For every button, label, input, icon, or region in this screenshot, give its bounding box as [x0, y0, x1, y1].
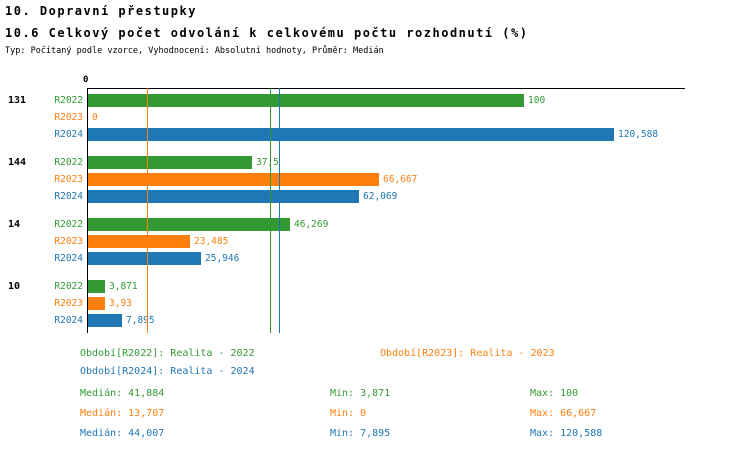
series-row-label-r2022: R2022: [54, 157, 83, 168]
series-row-label-r2024: R2024: [54, 253, 83, 264]
bar-value-label: 25,946: [205, 253, 240, 264]
bar-value-label: 7,895: [126, 315, 155, 326]
group-label: 144: [8, 157, 27, 168]
bar-r2024: [88, 252, 201, 265]
bar-value-label: 100: [528, 95, 546, 106]
series-row-label-r2023: R2023: [54, 236, 83, 247]
bar-r2024: [88, 314, 122, 327]
stat-max-r2023: Max: 66,667: [530, 408, 597, 419]
stat-max-r2024: Max: 120,588: [530, 428, 603, 439]
bar-r2022: [88, 156, 252, 169]
bar-value-label: 46,269: [294, 219, 329, 230]
legend-item-r2022: Období[R2022]: Realita - 2022: [80, 348, 255, 359]
bar-value-label: 0: [92, 112, 98, 123]
bar-value-label: 3,871: [109, 281, 138, 292]
median-line-r2024: [279, 88, 280, 333]
bar-r2023: [88, 297, 105, 310]
x-axis-zero-label: 0: [83, 75, 89, 85]
bar-value-label: 62,069: [363, 191, 398, 202]
series-row-label-r2022: R2022: [54, 95, 83, 106]
stat-median-r2024: Medián: 44,007: [80, 428, 165, 439]
bar-r2022: [88, 94, 524, 107]
y-axis-line: [87, 88, 88, 333]
stat-median-r2022: Medián: 41,884: [80, 388, 165, 399]
bar-r2023: [88, 173, 379, 186]
series-row-label-r2024: R2024: [54, 191, 83, 202]
bar-r2022: [88, 280, 105, 293]
series-row-label-r2023: R2023: [54, 174, 83, 185]
group-label: 14: [8, 219, 21, 230]
stat-min-r2022: Min: 3,871: [330, 388, 391, 399]
x-axis-line: [87, 88, 685, 89]
group-label: 10: [8, 281, 21, 292]
series-row-label-r2024: R2024: [54, 315, 83, 326]
stat-median-r2023: Medián: 13,707: [80, 408, 165, 419]
page-title: 10. Dopravní přestupky: [5, 4, 197, 18]
median-line-r2022: [270, 88, 271, 333]
stat-min-r2024: Min: 7,895: [330, 428, 391, 439]
bar-r2023: [88, 235, 190, 248]
bar-r2022: [88, 218, 290, 231]
series-row-label-r2024: R2024: [54, 129, 83, 140]
bar-value-label: 37,5: [256, 157, 279, 168]
bar-value-label: 23,485: [194, 236, 229, 247]
bar-r2024: [88, 190, 359, 203]
bar-r2024: [88, 128, 614, 141]
series-row-label-r2022: R2022: [54, 219, 83, 230]
stat-min-r2023: Min: 0: [330, 408, 367, 419]
bar-value-label: 120,588: [618, 129, 659, 140]
bar-value-label: 66,667: [383, 174, 418, 185]
chart-subtitle: 10.6 Celkový počet odvolání k celkovému …: [5, 26, 529, 40]
stat-max-r2022: Max: 100: [530, 388, 579, 399]
series-row-label-r2022: R2022: [54, 281, 83, 292]
legend-item-r2024: Období[R2024]: Realita - 2024: [80, 366, 255, 377]
chart-meta: Typ: Počítaný podle vzorce, Vyhodnocení:…: [5, 46, 384, 56]
legend-item-r2023: Období[R2023]: Realita - 2023: [380, 348, 555, 359]
series-row-label-r2023: R2023: [54, 298, 83, 309]
series-row-label-r2023: R2023: [54, 112, 83, 123]
bar-value-label: 3,93: [109, 298, 132, 309]
group-label: 131: [8, 95, 27, 106]
median-line-r2023: [147, 88, 148, 333]
